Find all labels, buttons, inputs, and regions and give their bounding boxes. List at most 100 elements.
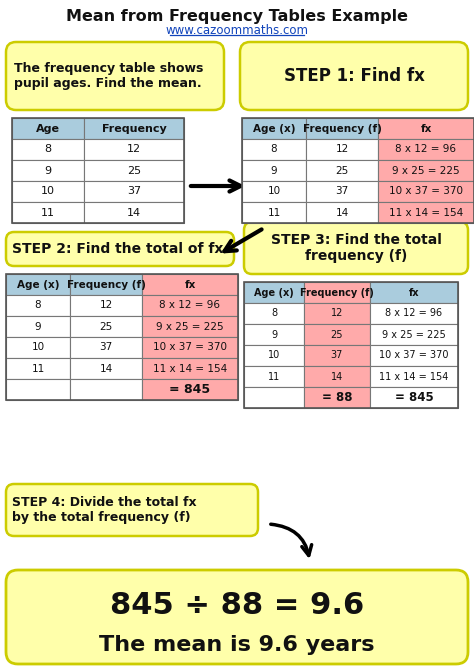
Text: 10: 10 bbox=[267, 186, 281, 196]
Bar bbox=[6, 274, 238, 400]
Text: 14: 14 bbox=[127, 208, 141, 218]
Text: Age: Age bbox=[36, 123, 60, 133]
Bar bbox=[244, 366, 304, 387]
Text: 9: 9 bbox=[35, 322, 41, 332]
Text: Mean from Frequency Tables Example: Mean from Frequency Tables Example bbox=[66, 9, 408, 23]
Text: 11 x 14 = 154: 11 x 14 = 154 bbox=[379, 371, 449, 381]
Text: 8 x 12 = 96: 8 x 12 = 96 bbox=[385, 308, 443, 318]
Bar bbox=[378, 181, 474, 202]
Bar bbox=[142, 274, 238, 295]
Bar bbox=[370, 303, 458, 324]
Text: 9 x 25 = 225: 9 x 25 = 225 bbox=[392, 165, 460, 176]
Bar bbox=[378, 160, 474, 181]
Bar bbox=[306, 118, 378, 139]
Bar bbox=[244, 303, 304, 324]
Bar bbox=[12, 202, 84, 223]
Bar bbox=[142, 379, 238, 400]
Text: 10: 10 bbox=[31, 342, 45, 352]
Text: fx: fx bbox=[420, 123, 432, 133]
Text: Frequency (f): Frequency (f) bbox=[302, 123, 382, 133]
Bar bbox=[304, 303, 370, 324]
Text: 12: 12 bbox=[336, 145, 348, 155]
Bar bbox=[70, 337, 142, 358]
Bar bbox=[370, 366, 458, 387]
Bar bbox=[244, 324, 304, 345]
Bar bbox=[244, 345, 304, 366]
Bar bbox=[84, 139, 184, 160]
Bar bbox=[306, 160, 378, 181]
Bar bbox=[12, 118, 184, 223]
Text: 11 x 14 = 154: 11 x 14 = 154 bbox=[153, 364, 227, 373]
Bar bbox=[70, 274, 142, 295]
Bar bbox=[142, 337, 238, 358]
Bar bbox=[12, 160, 84, 181]
Text: 37: 37 bbox=[336, 186, 348, 196]
Text: 14: 14 bbox=[336, 208, 348, 218]
Bar bbox=[370, 324, 458, 345]
Text: 10 x 37 = 370: 10 x 37 = 370 bbox=[153, 342, 227, 352]
Bar bbox=[244, 387, 304, 408]
Text: = 845: = 845 bbox=[395, 391, 433, 404]
Bar bbox=[6, 295, 70, 316]
Bar bbox=[70, 295, 142, 316]
Text: 37: 37 bbox=[100, 342, 113, 352]
Text: Age (x): Age (x) bbox=[253, 123, 295, 133]
Text: 14: 14 bbox=[331, 371, 343, 381]
Text: 11 x 14 = 154: 11 x 14 = 154 bbox=[389, 208, 463, 218]
Text: 10: 10 bbox=[41, 186, 55, 196]
Text: 9: 9 bbox=[271, 165, 277, 176]
Bar bbox=[244, 282, 458, 408]
FancyBboxPatch shape bbox=[6, 484, 258, 536]
Bar bbox=[242, 118, 474, 223]
Text: 12: 12 bbox=[331, 308, 343, 318]
Text: 10 x 37 = 370: 10 x 37 = 370 bbox=[389, 186, 463, 196]
Text: Age (x): Age (x) bbox=[254, 287, 294, 297]
Text: Age (x): Age (x) bbox=[17, 279, 59, 289]
Text: 9: 9 bbox=[45, 165, 52, 176]
FancyBboxPatch shape bbox=[244, 222, 468, 274]
Bar bbox=[6, 379, 70, 400]
Bar bbox=[370, 282, 458, 303]
Bar bbox=[306, 139, 378, 160]
Text: = 88: = 88 bbox=[322, 391, 352, 404]
Bar bbox=[6, 316, 70, 337]
Text: Frequency (f): Frequency (f) bbox=[300, 287, 374, 297]
Bar bbox=[306, 181, 378, 202]
Bar bbox=[12, 118, 84, 139]
Bar bbox=[84, 181, 184, 202]
Text: 25: 25 bbox=[127, 165, 141, 176]
Bar bbox=[70, 316, 142, 337]
Text: fx: fx bbox=[184, 279, 196, 289]
Bar bbox=[244, 282, 304, 303]
Bar bbox=[370, 345, 458, 366]
Bar bbox=[12, 181, 84, 202]
Text: 9 x 25 = 225: 9 x 25 = 225 bbox=[382, 330, 446, 340]
Text: 12: 12 bbox=[127, 145, 141, 155]
Bar bbox=[242, 118, 306, 139]
Text: 10 x 37 = 370: 10 x 37 = 370 bbox=[379, 350, 449, 360]
Text: STEP 4: Divide the total fx
by the total frequency (f): STEP 4: Divide the total fx by the total… bbox=[12, 496, 197, 524]
Text: 8: 8 bbox=[271, 145, 277, 155]
Text: The frequency table shows
pupil ages. Find the mean.: The frequency table shows pupil ages. Fi… bbox=[14, 62, 203, 90]
Bar bbox=[6, 358, 70, 379]
Bar bbox=[304, 387, 370, 408]
Text: www.cazoommaths.com: www.cazoommaths.com bbox=[165, 25, 309, 38]
Text: 12: 12 bbox=[100, 301, 113, 310]
Bar bbox=[142, 316, 238, 337]
Bar bbox=[242, 181, 306, 202]
Bar bbox=[304, 282, 370, 303]
Text: STEP 2: Find the total of fx: STEP 2: Find the total of fx bbox=[12, 242, 223, 256]
Bar bbox=[142, 358, 238, 379]
FancyBboxPatch shape bbox=[6, 232, 234, 266]
Bar bbox=[70, 358, 142, 379]
FancyBboxPatch shape bbox=[6, 570, 468, 664]
Text: STEP 3: Find the total
frequency (f): STEP 3: Find the total frequency (f) bbox=[271, 233, 441, 263]
Text: 8 x 12 = 96: 8 x 12 = 96 bbox=[159, 301, 220, 310]
Bar bbox=[84, 160, 184, 181]
FancyBboxPatch shape bbox=[6, 42, 224, 110]
Bar bbox=[378, 139, 474, 160]
Bar bbox=[306, 202, 378, 223]
Text: = 845: = 845 bbox=[169, 383, 210, 396]
Text: Frequency: Frequency bbox=[101, 123, 166, 133]
Bar bbox=[12, 139, 84, 160]
